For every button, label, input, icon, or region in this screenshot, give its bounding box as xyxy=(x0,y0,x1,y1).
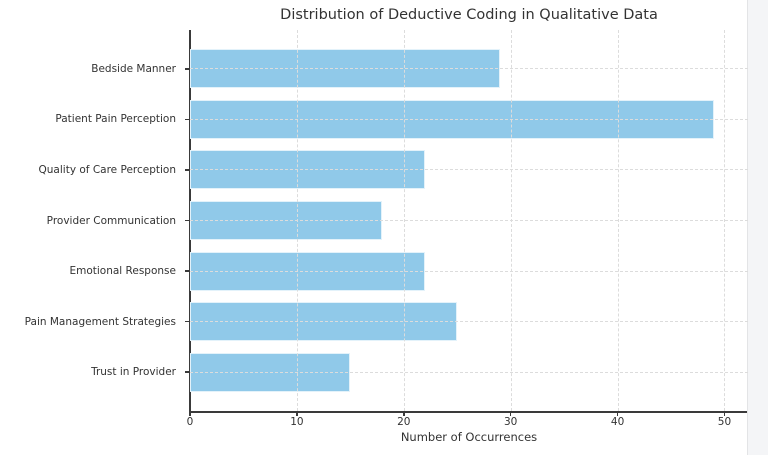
x-tick-mark xyxy=(616,412,619,416)
page-edge-strip xyxy=(747,0,768,455)
x-tick-label: 20 xyxy=(397,416,411,428)
y-tick-mark xyxy=(185,68,189,70)
y-tick-mark xyxy=(185,118,189,121)
y-gridline xyxy=(190,321,748,323)
y-axis-labels: Bedside Manner Patient Pain Perception Qua… xyxy=(0,30,182,411)
y-tick-mark xyxy=(185,371,189,373)
x-axis-title: Number of Occurrences xyxy=(400,430,538,444)
x-axis-spine xyxy=(189,411,749,413)
x-tick-mark xyxy=(723,412,726,416)
y-gridline xyxy=(190,220,748,221)
x-tick-mark xyxy=(403,412,405,416)
y-tick-label: Bedside Manner xyxy=(91,62,176,75)
y-tick-label: Patient Pain Perception xyxy=(55,113,176,126)
plot-area xyxy=(190,30,748,411)
y-tick-mark xyxy=(185,169,189,171)
x-tick-label: 30 xyxy=(504,416,518,428)
chart-title: Distribution of Deductive Coding in Qual… xyxy=(280,7,658,23)
y-gridline xyxy=(190,169,748,171)
x-tick-label: 10 xyxy=(290,416,304,428)
y-gridline xyxy=(190,270,748,272)
y-gridline xyxy=(190,68,748,70)
y-tick-mark xyxy=(185,219,189,222)
y-tick-label: Trust in Provider xyxy=(91,366,176,379)
x-tick-mark xyxy=(296,412,298,416)
x-tick-mark xyxy=(509,412,512,416)
y-tick-mark xyxy=(185,270,189,272)
y-tick-mark xyxy=(185,320,189,323)
x-tick-label: 0 xyxy=(186,416,194,428)
y-gridline xyxy=(190,371,748,373)
x-tick-label: 50 xyxy=(717,416,732,428)
y-tick-label: Quality of Care Perception xyxy=(38,163,176,176)
x-tick-mark xyxy=(189,412,191,416)
y-gridline xyxy=(190,118,748,120)
y-tick-label: Pain Management Strategies xyxy=(24,315,176,328)
x-tick-label: 40 xyxy=(610,416,625,428)
y-tick-label: Emotional Response xyxy=(69,265,176,278)
y-tick-label: Provider Communication xyxy=(46,214,176,227)
